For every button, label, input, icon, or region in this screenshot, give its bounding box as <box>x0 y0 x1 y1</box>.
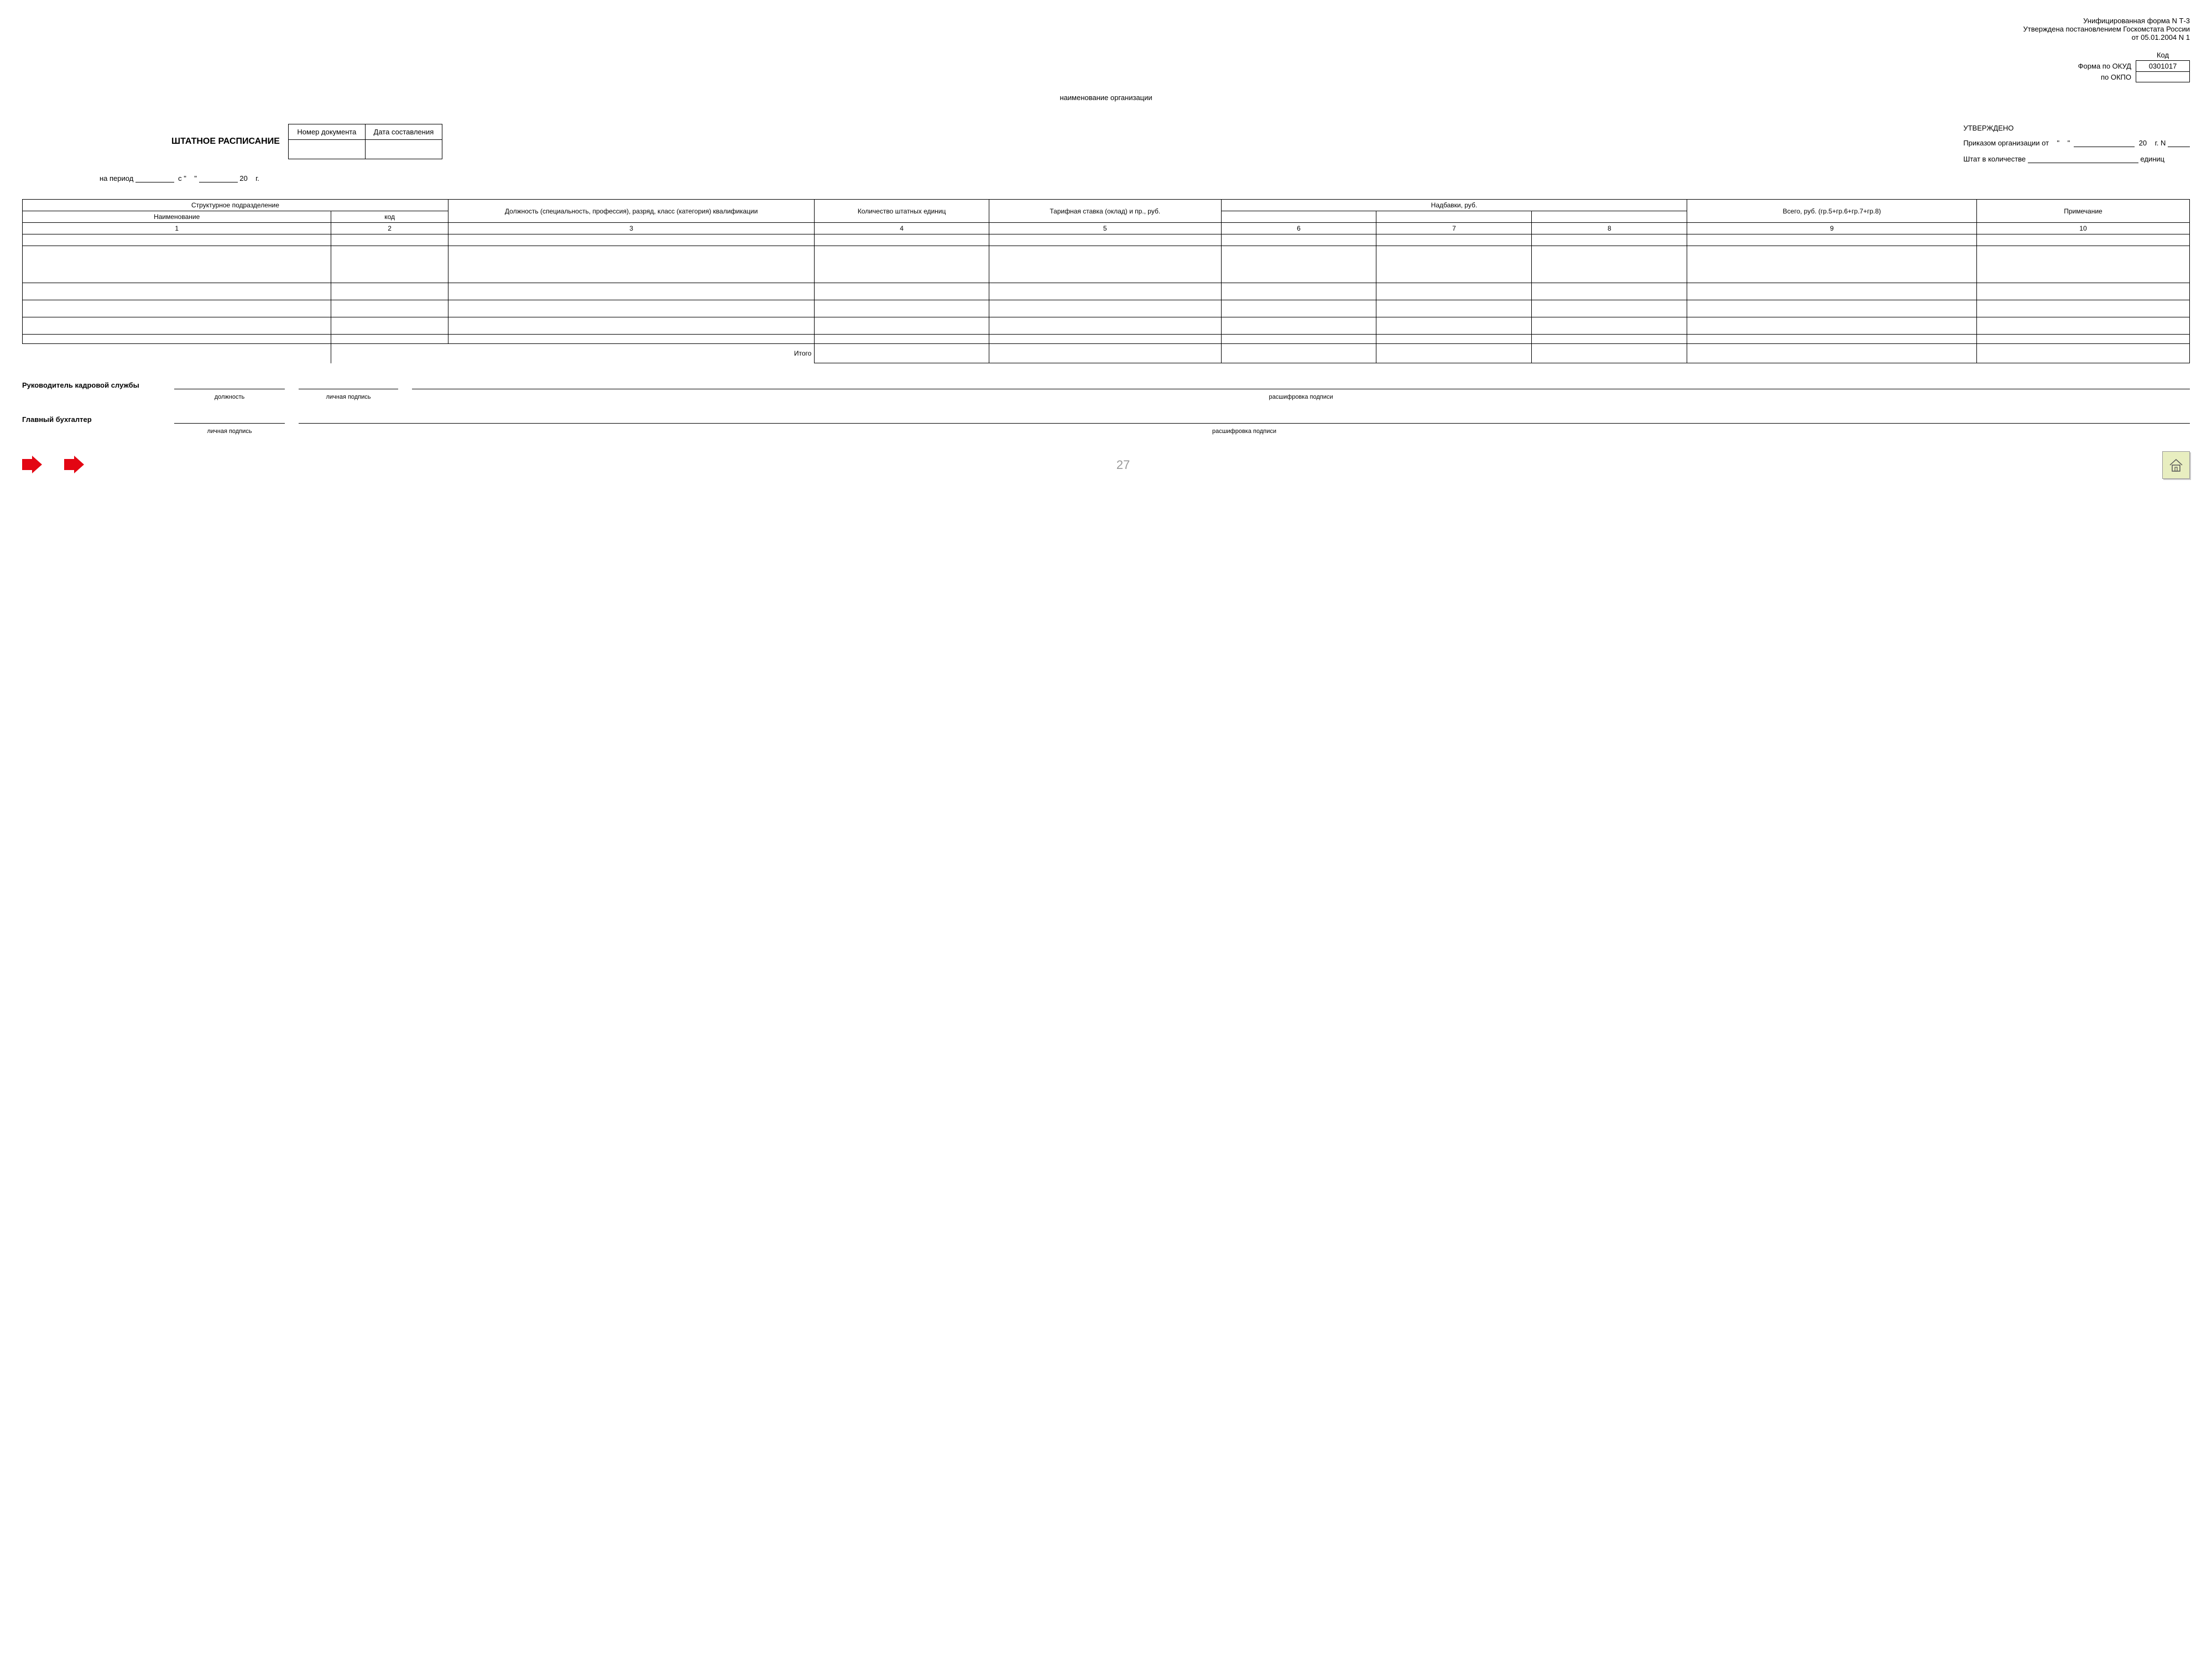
arrow-prev-icon[interactable] <box>22 456 42 475</box>
order-prefix: Приказом организации от <box>1963 139 2049 147</box>
okpo-label: по ОКПО <box>2074 72 2136 82</box>
colnum-1: 1 <box>23 223 331 234</box>
chief-acc-label: Главный бухгалтер <box>22 415 160 424</box>
table-row <box>23 234 2190 246</box>
staff-units: единиц <box>2140 155 2164 163</box>
caption-signature: личная подпись <box>299 394 398 400</box>
code-block: Код Форма по ОКУД 0301017 по ОКПО <box>2074 50 2190 82</box>
colnum-10: 10 <box>1976 223 2189 234</box>
acc-signature-line <box>174 414 285 424</box>
doc-number-label: Номер документа <box>288 124 365 140</box>
caption-decoded: расшифровка подписи <box>412 394 2190 400</box>
colnum-6: 6 <box>1221 223 1376 234</box>
caption-position: должность <box>174 394 285 400</box>
table-row <box>23 246 2190 283</box>
staff-prefix: Штат в количестве <box>1963 155 2026 163</box>
acc-decoded-line <box>299 414 2190 424</box>
signatures-block: Руководитель кадровой службы должность л… <box>22 380 2190 435</box>
okud-value: 0301017 <box>2136 61 2190 72</box>
doc-meta-table: Номер документа Дата составления <box>288 124 442 159</box>
itogo-label: Итого <box>448 344 814 363</box>
okpo-value <box>2136 72 2190 82</box>
hr-position-line <box>174 380 285 389</box>
home-icon <box>2168 457 2184 473</box>
colnum-2: 2 <box>331 223 448 234</box>
title-block: ШТАТНОЕ РАСПИСАНИЕ Номер документа Дата … <box>171 124 442 159</box>
itogo-row: Итого <box>23 344 2190 363</box>
colnum-7: 7 <box>1376 223 1532 234</box>
order-gn: г. N <box>2155 139 2166 147</box>
th-allow3 <box>1532 211 1687 223</box>
hr-head-label: Руководитель кадровой службы <box>22 381 160 389</box>
table-row <box>23 335 2190 344</box>
colnum-3: 3 <box>448 223 814 234</box>
th-allow1 <box>1221 211 1376 223</box>
hr-decoded-line <box>412 380 2190 389</box>
doc-number-value <box>288 140 365 159</box>
page-number: 27 <box>1117 458 1130 472</box>
th-position: Должность (специальность, профессия), ра… <box>448 200 814 223</box>
home-button[interactable] <box>2162 451 2190 479</box>
colnum-4: 4 <box>815 223 989 234</box>
th-rate: Тарифная ставка (оклад) и пр., руб. <box>989 200 1221 223</box>
footer-row: 27 <box>22 451 2190 479</box>
th-struct: Структурное подразделение <box>23 200 448 211</box>
header-line3: от 05.01.2004 N 1 <box>22 33 2190 41</box>
table-row <box>23 300 2190 317</box>
hr-signature-line <box>299 380 398 389</box>
caption-acc-signature: личная подпись <box>174 428 285 435</box>
table-row <box>23 283 2190 300</box>
th-count: Количество штатных единиц <box>815 200 989 223</box>
th-total: Всего, руб. (гр.5+гр.6+гр.7+гр.8) <box>1687 200 1977 223</box>
th-struct-name: Наименование <box>23 211 331 223</box>
header-line2: Утверждена постановлением Госкомстата Ро… <box>22 25 2190 33</box>
code-label: Код <box>2136 50 2190 61</box>
colnum-9: 9 <box>1687 223 1977 234</box>
org-name-caption: наименование организации <box>22 93 2190 102</box>
doc-date-value <box>365 140 442 159</box>
period-s: с " <box>178 174 186 182</box>
period-g: г. <box>255 174 259 182</box>
period-year: 20 <box>239 174 247 182</box>
period-line: на период с " " 20 г. <box>100 174 2190 182</box>
table-row <box>23 317 2190 335</box>
th-struct-code: код <box>331 211 448 223</box>
okud-label: Форма по ОКУД <box>2074 61 2136 72</box>
caption-acc-decoded: расшифровка подписи <box>299 428 2190 435</box>
th-note: Примечание <box>1976 200 2189 223</box>
approve-block: УТВЕРЖДЕНО Приказом организации от " " 2… <box>1963 124 2190 163</box>
approved-label: УТВЕРЖДЕНО <box>1963 124 2190 132</box>
th-allowances: Надбавки, руб. <box>1221 200 1687 211</box>
form-header: Унифицированная форма N Т-3 Утверждена п… <box>22 17 2190 41</box>
period-prefix: на период <box>100 174 133 182</box>
colnum-8: 8 <box>1532 223 1687 234</box>
th-allow2 <box>1376 211 1532 223</box>
doc-date-label: Дата составления <box>365 124 442 140</box>
main-table: Структурное подразделение Должность (спе… <box>22 199 2190 363</box>
colnum-5: 5 <box>989 223 1221 234</box>
header-line1: Унифицированная форма N Т-3 <box>22 17 2190 25</box>
order-year: 20 <box>2139 139 2147 147</box>
doc-title: ШТАТНОЕ РАСПИСАНИЕ <box>171 137 280 147</box>
arrow-next-icon[interactable] <box>64 456 84 475</box>
period-close-q: " <box>194 174 197 182</box>
